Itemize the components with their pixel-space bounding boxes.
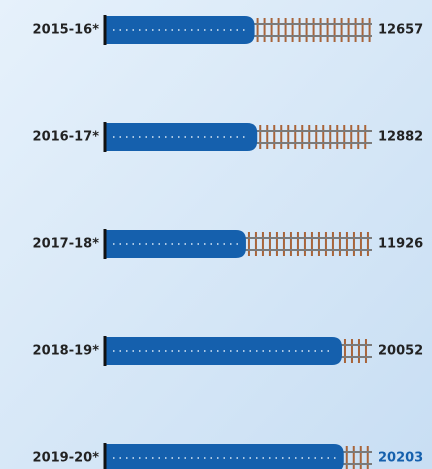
category-label: 2016-17* [33, 130, 100, 145]
value-label: 20203 [378, 451, 423, 466]
bar [105, 16, 255, 44]
category-label: 2019-20* [33, 451, 100, 466]
bar [105, 230, 246, 258]
value-label: 12882 [378, 130, 423, 145]
rail-track [248, 18, 372, 42]
value-label: 12657 [378, 23, 423, 38]
bar [105, 123, 258, 151]
bar [105, 337, 342, 365]
category-label: 2018-19* [33, 344, 100, 359]
category-label: 2015-16* [33, 23, 100, 38]
bar [105, 444, 344, 469]
category-label: 2017-18* [33, 237, 100, 252]
value-label: 11926 [378, 237, 423, 252]
value-label: 20052 [378, 344, 423, 359]
